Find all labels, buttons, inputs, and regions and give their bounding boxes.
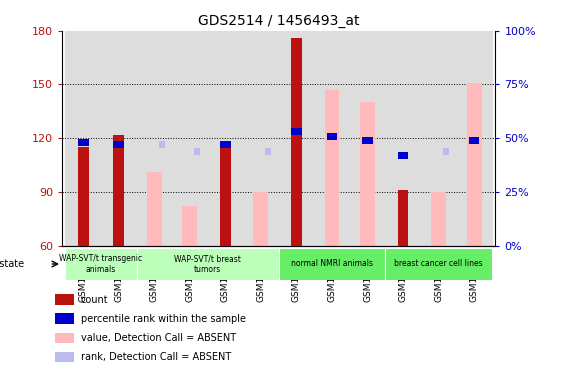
Bar xyxy=(431,192,446,246)
Bar xyxy=(65,31,101,246)
Text: WAP-SVT/t breast
tumors: WAP-SVT/t breast tumors xyxy=(174,254,241,274)
Bar xyxy=(101,31,137,246)
Bar xyxy=(220,146,231,246)
Bar xyxy=(147,172,162,246)
Text: count: count xyxy=(81,295,108,305)
Bar xyxy=(65,248,137,280)
Bar xyxy=(194,147,200,155)
Bar xyxy=(291,38,302,246)
Bar xyxy=(421,31,457,246)
Bar xyxy=(385,31,421,246)
Bar xyxy=(362,137,373,144)
Bar xyxy=(55,313,74,324)
Bar xyxy=(443,147,449,155)
Text: percentile rank within the sample: percentile rank within the sample xyxy=(81,314,245,324)
Title: GDS2514 / 1456493_at: GDS2514 / 1456493_at xyxy=(198,14,359,28)
Bar xyxy=(208,31,243,246)
Bar xyxy=(291,128,302,136)
Bar xyxy=(314,31,350,246)
Bar xyxy=(397,152,408,159)
Text: value, Detection Call = ABSENT: value, Detection Call = ABSENT xyxy=(81,333,236,343)
Text: rank, Detection Call = ABSENT: rank, Detection Call = ABSENT xyxy=(81,352,231,362)
Bar xyxy=(457,31,492,246)
Text: normal NMRI animals: normal NMRI animals xyxy=(291,260,373,268)
Bar xyxy=(78,139,88,146)
Bar xyxy=(350,31,385,246)
Bar xyxy=(55,294,74,305)
Bar xyxy=(324,90,339,246)
Bar xyxy=(253,192,269,246)
Bar xyxy=(172,31,208,246)
Bar xyxy=(279,248,385,280)
Bar xyxy=(467,83,481,246)
Bar xyxy=(159,141,165,148)
Bar xyxy=(279,31,314,246)
Bar xyxy=(114,141,124,148)
Bar xyxy=(360,103,375,246)
Bar xyxy=(55,333,74,343)
Text: WAP-SVT/t transgenic
animals: WAP-SVT/t transgenic animals xyxy=(60,254,142,274)
Bar xyxy=(469,137,480,144)
Bar xyxy=(182,206,197,246)
Bar xyxy=(220,141,231,148)
Bar xyxy=(114,135,124,246)
Bar xyxy=(397,190,408,246)
Bar xyxy=(385,248,492,280)
Text: disease state: disease state xyxy=(0,259,24,269)
Bar xyxy=(137,248,279,280)
Bar xyxy=(78,147,88,246)
Bar xyxy=(137,31,172,246)
Bar xyxy=(55,352,74,362)
Bar xyxy=(327,132,337,140)
Bar xyxy=(243,31,279,246)
Bar xyxy=(265,147,271,155)
Text: breast cancer cell lines: breast cancer cell lines xyxy=(394,260,483,268)
